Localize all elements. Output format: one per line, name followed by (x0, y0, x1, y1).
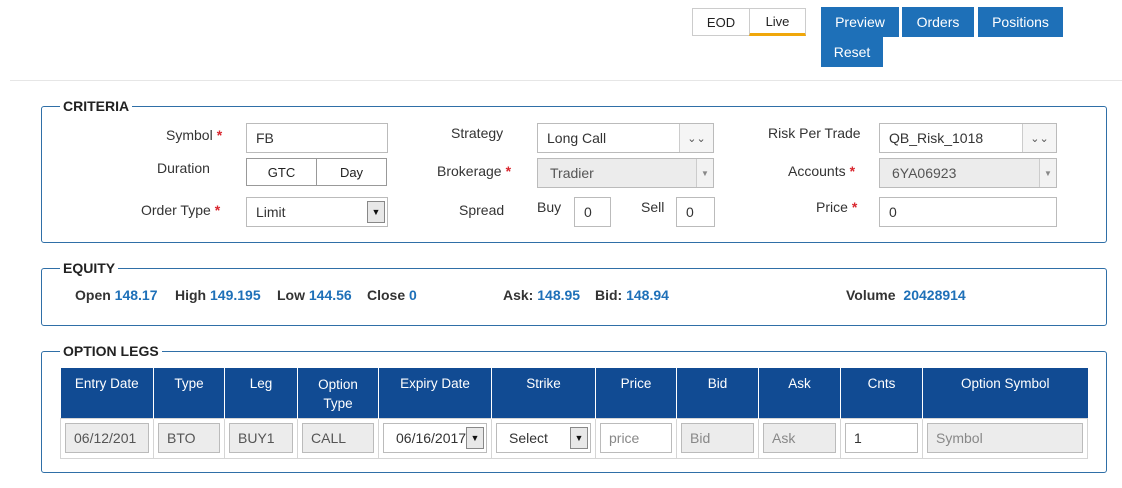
reset-button[interactable]: Reset (821, 37, 883, 67)
sell-label: Sell (641, 199, 665, 215)
symbol-label: Symbol * (166, 127, 223, 143)
accounts-label: Accounts * (788, 163, 856, 179)
symbol-input[interactable]: FB (246, 123, 388, 153)
option-legs-table: Entry Date Type Leg Option Type Expiry D… (60, 368, 1088, 459)
col-ask: Ask (758, 368, 841, 418)
duration-gtc-button[interactable]: GTC (246, 158, 317, 186)
order-type-select[interactable]: Limit ▼ (246, 197, 388, 227)
price-placeholder: price (609, 430, 640, 446)
option-legs-panel: OPTION LEGS (41, 343, 1107, 473)
col-strike: Strike (491, 368, 596, 418)
order-type-label: Order Type * (141, 202, 221, 218)
equity-bid: Bid: 148.94 (595, 287, 669, 303)
col-option-symbol: Option Symbol (922, 368, 1088, 418)
accounts-select[interactable]: 6YA06923 ▼ (879, 158, 1057, 188)
ask-cell-input[interactable]: Ask (763, 423, 836, 453)
equity-ask: Ask: 148.95 (503, 287, 581, 303)
chevron-down-icon: ▼ (367, 201, 385, 223)
risk-per-trade-select[interactable]: QB_Risk_1018 ⌄⌄ (879, 123, 1057, 153)
chevron-down-icon: ▼ (1039, 159, 1056, 187)
positions-button[interactable]: Positions (978, 7, 1063, 37)
col-price: Price (595, 368, 677, 418)
preview-button[interactable]: Preview (821, 7, 899, 37)
strike-value: Select (509, 430, 548, 446)
bid-cell-input[interactable]: Bid (681, 423, 754, 453)
chevron-down-icon: ▼ (570, 427, 588, 449)
equity-legend: EQUITY (63, 260, 116, 276)
table-row: 06/12/201 BTO BUY1 CALL 06/16/2017 ▼ Sele… (60, 417, 1088, 459)
strategy-label: Strategy (451, 125, 504, 141)
divider (10, 80, 1122, 81)
criteria-legend: CRITERIA (63, 98, 130, 114)
orders-button[interactable]: Orders (902, 7, 974, 37)
col-bid: Bid (676, 368, 759, 418)
ask-placeholder: Ask (772, 430, 796, 446)
price-label: Price * (816, 199, 858, 215)
criteria-panel: CRITERIA (41, 98, 1107, 243)
expiry-date-select[interactable]: 06/16/2017 ▼ (383, 423, 487, 453)
cnts-input[interactable]: 1 (845, 423, 918, 453)
col-expiry-date: Expiry Date (378, 368, 492, 418)
buy-label: Buy (537, 199, 562, 215)
duration-day-button[interactable]: Day (316, 158, 387, 186)
expiry-date-value: 06/16/2017 (396, 430, 467, 446)
equity-panel: EQUITY (41, 260, 1107, 326)
sell-input[interactable]: 0 (676, 197, 715, 227)
spread-label: Spread (459, 202, 505, 218)
type-input[interactable]: BTO (158, 423, 220, 453)
chevron-down-icon: ▼ (466, 427, 484, 449)
buy-input[interactable]: 0 (574, 197, 611, 227)
option-symbol-input[interactable]: Symbol (927, 423, 1083, 453)
chevron-double-down-icon: ⌄⌄ (679, 124, 713, 152)
bid-placeholder: Bid (690, 430, 711, 446)
order-type-value: Limit (256, 204, 286, 220)
option-type-input[interactable]: CALL (302, 423, 374, 453)
col-option-type: Option Type (297, 368, 379, 418)
equity-low: Low 144.56 (277, 287, 352, 303)
price-input[interactable]: 0 (879, 197, 1057, 227)
toggle-eod[interactable]: EOD (692, 8, 750, 36)
col-type: Type (153, 368, 225, 418)
chevron-down-icon: ▼ (696, 159, 713, 187)
col-leg: Leg (224, 368, 298, 418)
strategy-value: Long Call (547, 130, 607, 146)
option-legs-legend: OPTION LEGS (63, 343, 159, 359)
symbol-placeholder: Symbol (936, 430, 983, 446)
equity-volume: Volume 20428914 (846, 287, 966, 303)
table-header-row: Entry Date Type Leg Option Type Expiry D… (60, 368, 1088, 418)
equity-open: Open 148.17 (75, 287, 158, 303)
entry-date-input[interactable]: 06/12/201 (65, 423, 149, 453)
brokerage-select[interactable]: Tradier ▼ (537, 158, 714, 188)
duration-label: Duration (157, 160, 210, 176)
brokerage-value: Tradier (550, 165, 594, 181)
strategy-select[interactable]: Long Call ⌄⌄ (537, 123, 714, 153)
price-cell-input[interactable]: price (600, 423, 672, 453)
toggle-live[interactable]: Live (749, 8, 806, 36)
risk-per-trade-label: Risk Per Trade (768, 125, 861, 141)
equity-close: Close 0 (367, 287, 417, 303)
col-cnts: Cnts (840, 368, 923, 418)
strike-select[interactable]: Select ▼ (496, 423, 591, 453)
leg-input[interactable]: BUY1 (229, 423, 293, 453)
col-entry-date: Entry Date (60, 368, 154, 418)
equity-high: High 149.195 (175, 287, 261, 303)
chevron-double-down-icon: ⌄⌄ (1022, 124, 1056, 152)
accounts-value: 6YA06923 (892, 165, 957, 181)
brokerage-label: Brokerage * (437, 163, 512, 179)
risk-value: QB_Risk_1018 (889, 130, 984, 146)
